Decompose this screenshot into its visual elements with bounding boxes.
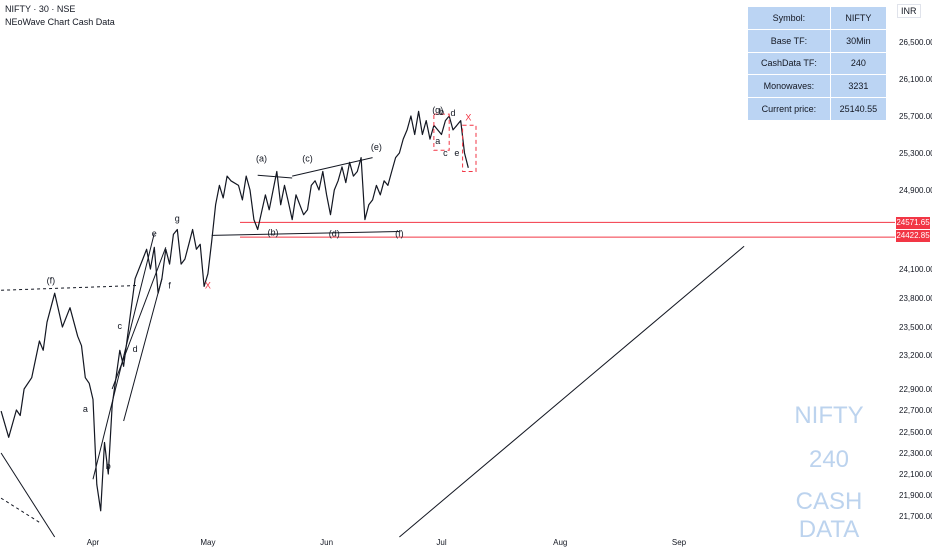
x-tick-label: Sep (672, 538, 687, 547)
info-value: 30Min (829, 28, 888, 53)
wave-label: (a) (256, 153, 267, 163)
wave-trendline (257, 174, 293, 179)
wave-label: a (83, 404, 88, 414)
info-value: NIFTY (829, 6, 888, 30)
watermark-symbol: NIFTY (794, 402, 864, 429)
wave-label: b (106, 461, 111, 471)
y-tick-label: 23,500.00 (899, 323, 932, 332)
info-label: Current price: (747, 97, 831, 121)
y-tick-label: 21,700.00 (899, 512, 932, 521)
price-line-layer (0, 110, 469, 512)
x-tick-label: May (200, 538, 215, 547)
wave-label: (b) (268, 227, 279, 237)
wave-label: (f) (395, 228, 404, 238)
time-axis: Apr May Jun Jul Aug Sep (87, 538, 687, 547)
y-tick-label: 25,300.00 (899, 149, 932, 158)
info-label: Base TF: (747, 28, 831, 53)
y-tick-label: 22,300.00 (899, 449, 932, 458)
info-row: Symbol: NIFTY (747, 6, 888, 30)
chart-subtitle: NEoWave Chart Cash Data (5, 17, 115, 27)
info-label: CashData TF: (747, 51, 831, 76)
price-axis: 26,500.00 26,100.00 25,700.00 25,300.00 24,9… (899, 38, 932, 521)
wave-label: e (152, 228, 157, 238)
y-tick-label: 21,900.00 (899, 491, 932, 500)
y-tick-label: 23,200.00 (899, 351, 932, 360)
wave-trendline (211, 230, 400, 236)
wave-label: (f) (47, 276, 56, 286)
watermark-timeframe: 240 (808, 446, 850, 473)
dashed-box (433, 113, 450, 151)
info-row: Base TF: 30Min (747, 28, 888, 53)
x-tick-label: Jun (320, 538, 333, 547)
price-tag-lower: 24422.85 (896, 230, 930, 242)
wave-label: f (168, 280, 171, 290)
y-tick-label: 22,900.00 (899, 385, 932, 394)
info-row: CashData TF: 240 (747, 51, 888, 76)
info-table: Symbol: NIFTY Base TF: 30Min CashData TF: 2… (747, 6, 888, 121)
price-tag-upper: 24571.65 (896, 217, 930, 229)
wave-label: (e) (371, 142, 382, 152)
wave-label: e (454, 148, 459, 158)
wave-label: c (118, 321, 123, 331)
watermark-source: CASH DATA (795, 488, 863, 543)
wave-label: c (443, 148, 448, 158)
y-tick-label: 25,700.00 (899, 112, 932, 121)
wave-label: a (435, 136, 440, 146)
info-label: Symbol: (747, 6, 831, 30)
info-value: 25140.55 (829, 97, 888, 121)
wave-trendline (123, 278, 163, 422)
wave-label: g (175, 214, 180, 224)
price-line (0, 110, 469, 512)
wave-label: b (439, 107, 444, 117)
y-tick-label: 26,100.00 (899, 75, 932, 84)
wave-trendline (92, 233, 155, 480)
info-row: Current price: 25140.55 (747, 97, 888, 121)
info-value: 240 (829, 51, 888, 76)
y-tick-label: 24,900.00 (899, 186, 932, 195)
y-tick-label: 23,800.00 (899, 294, 932, 303)
y-tick-label: 22,700.00 (899, 406, 932, 415)
wave-label: (d) (329, 228, 340, 238)
dashed-box (462, 124, 477, 172)
y-tick-label: 26,500.00 (899, 38, 932, 47)
y-tick-label: 24,100.00 (899, 265, 932, 274)
x-tick-label: Apr (87, 538, 100, 547)
wave-trendline (292, 157, 373, 177)
red-box-layer (433, 113, 477, 172)
wave-label: X (205, 280, 211, 290)
info-label: Monowaves: (747, 74, 831, 99)
currency-label[interactable]: INR (897, 4, 921, 18)
wave-label: (c) (302, 153, 313, 163)
dashed-trendline (1, 284, 139, 291)
x-tick-label: Jul (436, 538, 446, 547)
info-value: 3231 (829, 74, 888, 99)
wave-label: (g) (432, 105, 443, 115)
wave-label: d (133, 344, 138, 354)
wave-label: d (451, 108, 456, 118)
x-tick-label: Aug (553, 538, 567, 547)
y-tick-label: 22,100.00 (899, 470, 932, 479)
info-row: Monowaves: 3231 (747, 74, 888, 99)
curve-line (0, 452, 56, 538)
y-tick-label: 22,500.00 (899, 428, 932, 437)
curve-line (399, 245, 745, 538)
dashed-trendline (0, 497, 40, 523)
chart-title: NIFTY · 30 · NSE (5, 4, 76, 14)
wave-label: X (465, 113, 471, 123)
